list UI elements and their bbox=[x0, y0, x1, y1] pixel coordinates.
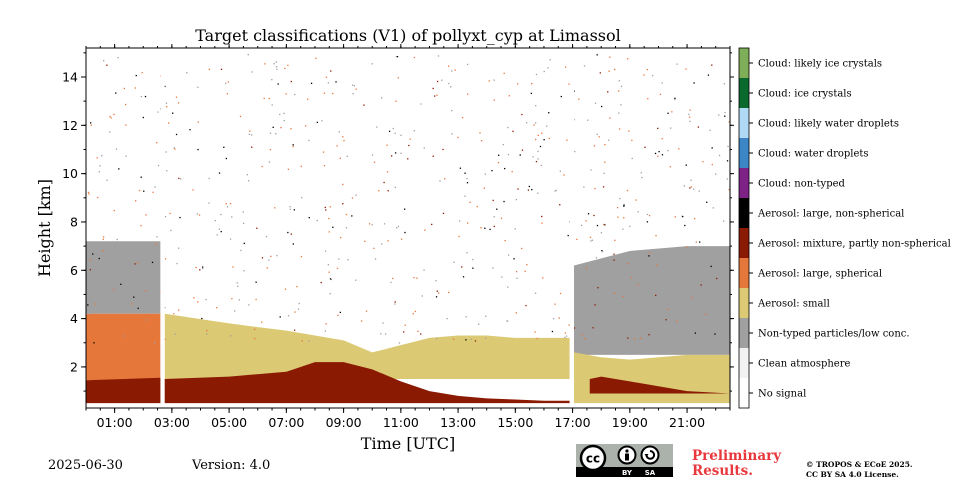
by-text: BY bbox=[622, 469, 633, 477]
cc-text: cc bbox=[586, 452, 600, 466]
copyright-line-1: © TROPOS & ECoE 2025. bbox=[806, 460, 913, 469]
y-tick-label: 6 bbox=[70, 263, 78, 278]
x-tick-label: 11:00 bbox=[383, 415, 419, 430]
x-tick-label: 17:00 bbox=[555, 415, 591, 430]
y-tick-label: 8 bbox=[70, 214, 78, 229]
classification-region bbox=[164, 313, 570, 380]
colorbar-swatch bbox=[739, 348, 749, 378]
preliminary-line-2: Results. bbox=[692, 463, 753, 479]
data-gap bbox=[160, 48, 165, 408]
data-gap bbox=[569, 48, 575, 408]
colorbar-label: Cloud: likely water droplets bbox=[758, 119, 899, 130]
y-tick-label: 4 bbox=[70, 311, 78, 326]
x-tick-label: 15:00 bbox=[497, 415, 533, 430]
classification-region bbox=[86, 313, 161, 381]
colorbar-swatch bbox=[739, 48, 749, 78]
y-tick-label: 12 bbox=[62, 118, 78, 133]
attribution-icon bbox=[617, 445, 637, 465]
x-tick-label: 03:00 bbox=[154, 415, 190, 430]
colorbar-swatch bbox=[739, 378, 749, 408]
colorbar-swatch bbox=[739, 198, 749, 228]
colorbar-swatch bbox=[739, 228, 749, 258]
colorbar-swatch bbox=[739, 318, 749, 348]
x-tick-label: 01:00 bbox=[97, 415, 133, 430]
y-tick-label: 10 bbox=[62, 166, 78, 181]
sa-text: SA bbox=[645, 469, 656, 477]
colorbar-label: Non-typed particles/low conc. bbox=[758, 329, 910, 340]
plot-frame bbox=[85, 47, 731, 409]
colorbar-label: Aerosol: large, non-spherical bbox=[757, 209, 904, 220]
plot-area bbox=[85, 47, 731, 409]
colorbar-swatch bbox=[739, 78, 749, 108]
colorbar: No signal Clean atmosphere Non-typed parti… bbox=[738, 47, 951, 409]
axis-ticks: 01:00 03:00 05:00 07:00 09:00 11:00 13:00 15:00… bbox=[62, 44, 734, 430]
x-tick-label: 13:00 bbox=[440, 415, 476, 430]
classification-region bbox=[86, 362, 570, 404]
classification-region bbox=[86, 241, 161, 314]
colorbar-label: Cloud: ice crystals bbox=[758, 89, 852, 100]
colorbar-label: Cloud: likely ice crystals bbox=[758, 59, 882, 70]
colorbar-swatch bbox=[739, 108, 749, 138]
colorbar-swatch bbox=[739, 258, 749, 288]
colorbar-label: Aerosol: mixture, partly non-spherical bbox=[757, 239, 951, 250]
colorbar-label: Cloud: non-typed bbox=[758, 179, 846, 190]
colorbar-swatch bbox=[739, 138, 749, 168]
colorbar-label: No signal bbox=[758, 389, 806, 400]
colorbar-swatch bbox=[739, 168, 749, 198]
colorbar-swatch bbox=[739, 288, 749, 318]
x-tick-label: 09:00 bbox=[326, 415, 362, 430]
cc-icon: cc bbox=[579, 444, 607, 472]
y-tick-label: 14 bbox=[62, 69, 78, 84]
copyright-line-2: CC BY SA 4.0 License. bbox=[806, 470, 899, 479]
preliminary-results-notice: Preliminary Results. bbox=[692, 449, 781, 479]
y-tick-label: 2 bbox=[70, 359, 78, 374]
x-axis-label: Time [UTC] bbox=[361, 434, 455, 453]
colorbar-label: Aerosol: large, spherical bbox=[757, 269, 882, 280]
x-tick-label: 19:00 bbox=[612, 415, 648, 430]
version-label: Version: 4.0 bbox=[192, 458, 271, 473]
colorbar-label: Aerosol: small bbox=[757, 299, 830, 310]
cc-by-sa-license-badge: cc BY SA bbox=[576, 444, 673, 477]
copyright-notice: © TROPOS & ECoE 2025. CC BY SA 4.0 Licen… bbox=[806, 460, 913, 480]
x-tick-label: 21:00 bbox=[669, 415, 705, 430]
sparse-detections bbox=[86, 54, 730, 344]
colorbar-label: Cloud: water droplets bbox=[758, 149, 869, 160]
colorbar-label: Clean atmosphere bbox=[758, 359, 851, 370]
chart-title: Target classifications (V1) of pollyxt_c… bbox=[195, 26, 621, 45]
classification-region bbox=[589, 376, 730, 394]
x-tick-label: 05:00 bbox=[211, 415, 247, 430]
date-label: 2025-06-30 bbox=[48, 458, 123, 473]
y-axis-label: Height [km] bbox=[35, 179, 54, 277]
preliminary-line-1: Preliminary bbox=[692, 448, 782, 464]
classification-region bbox=[574, 246, 730, 355]
x-tick-label: 07:00 bbox=[268, 415, 304, 430]
share-alike-icon bbox=[640, 445, 660, 465]
